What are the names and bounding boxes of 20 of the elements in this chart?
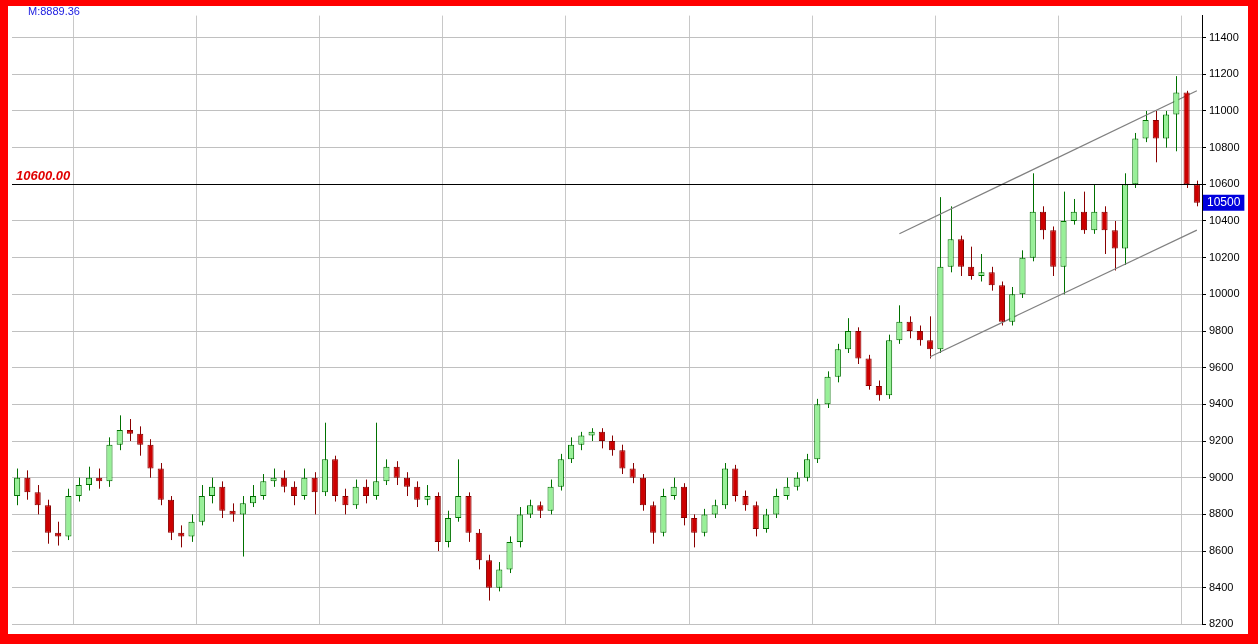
y-tick-label: 8200 — [1209, 617, 1234, 630]
y-tick-label: 10200 — [1209, 250, 1240, 263]
y-tick-label: 8800 — [1209, 507, 1234, 520]
annotation: 10500 — [1207, 194, 1241, 209]
y-tick-label: 10600 — [1209, 177, 1240, 190]
y-tick-label: 10800 — [1209, 140, 1240, 153]
ref-line-label: 10600.00 — [16, 167, 71, 183]
y-tick-label: 9800 — [1209, 324, 1234, 337]
y-tick-label: 8400 — [1209, 580, 1234, 593]
y-tick-label: 8600 — [1209, 544, 1234, 557]
annotation: M:8889.36 — [28, 4, 80, 17]
y-tick-label: 10400 — [1209, 214, 1240, 227]
y-tick-label: 11000 — [1209, 103, 1239, 116]
y-tick-label: 10000 — [1209, 287, 1240, 300]
y-tick-label: 9600 — [1209, 360, 1234, 373]
y-tick-label: 9000 — [1209, 470, 1234, 483]
y-tick-label: 11400 — [1209, 30, 1239, 43]
y-tick-label: 9200 — [1209, 434, 1234, 447]
y-tick-label: 9400 — [1209, 397, 1234, 410]
y-tick-label: 11200 — [1209, 67, 1239, 80]
